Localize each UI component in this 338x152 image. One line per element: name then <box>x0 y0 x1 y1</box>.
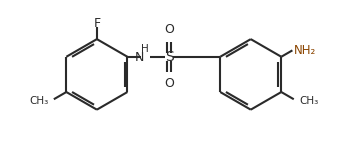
Text: O: O <box>164 23 174 36</box>
Text: CH₃: CH₃ <box>299 96 319 106</box>
Text: S: S <box>165 50 173 64</box>
Text: NH₂: NH₂ <box>293 44 316 57</box>
Text: H: H <box>141 44 149 54</box>
Text: O: O <box>164 77 174 90</box>
Text: CH₃: CH₃ <box>30 96 49 106</box>
Text: F: F <box>93 17 100 30</box>
Text: N: N <box>135 51 144 64</box>
